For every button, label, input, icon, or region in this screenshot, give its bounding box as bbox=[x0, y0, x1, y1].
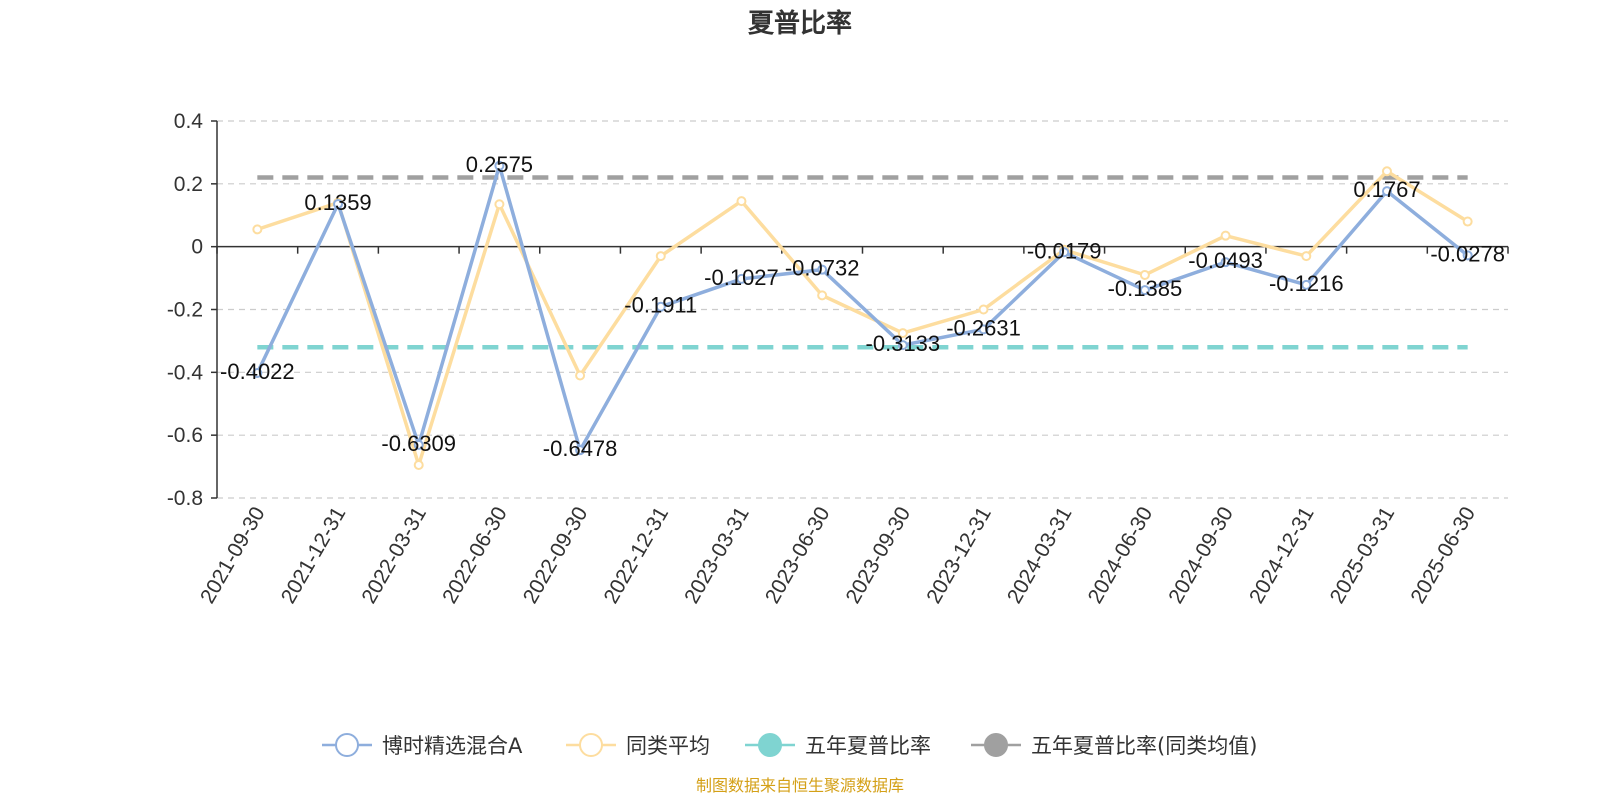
series-point-0[interactable] bbox=[1301, 279, 1312, 290]
x-tick-label: 2022-12-31 bbox=[599, 503, 673, 608]
series-point-1[interactable] bbox=[655, 251, 666, 262]
series-point-0[interactable] bbox=[817, 264, 828, 275]
data-label: 0.1767 bbox=[1353, 177, 1420, 202]
x-tick-label: 2022-03-31 bbox=[357, 503, 431, 608]
data-label: -0.0493 bbox=[1188, 248, 1263, 273]
series-line-1 bbox=[256, 169, 1469, 467]
legend-label: 博时精选混合A bbox=[382, 734, 523, 758]
series-point-0[interactable] bbox=[333, 198, 344, 209]
hollow-circle-icon bbox=[579, 733, 603, 757]
series-point-1[interactable] bbox=[736, 196, 747, 207]
legend-item-2[interactable]: 五年夏普比率 bbox=[745, 733, 931, 758]
series-point-1[interactable] bbox=[1139, 269, 1150, 280]
y-axis-ticks: 0.4 0.2 0 -0.2 -0.4 -0.6 -0.8 bbox=[167, 110, 204, 510]
x-tick-label: 2021-12-31 bbox=[277, 503, 351, 608]
source-note: 制图数据来自恒生聚源数据库 bbox=[696, 776, 904, 795]
series-point-1[interactable] bbox=[413, 460, 424, 471]
data-label: -0.0179 bbox=[1027, 238, 1102, 263]
series-line-0 bbox=[255, 164, 1469, 452]
x-tick-label: 2025-03-31 bbox=[1326, 503, 1400, 608]
x-tick-label: 2021-09-30 bbox=[196, 503, 270, 608]
data-labels: -0.4022 0.1359 -0.6309 0.2575 -0.6478 -0.1911… bbox=[220, 152, 1505, 461]
legend-item-1[interactable]: 同类平均 bbox=[566, 733, 710, 758]
x-tick-label: 2025-06-30 bbox=[1406, 503, 1480, 608]
series-point-1[interactable] bbox=[252, 224, 263, 235]
data-label: -0.1027 bbox=[704, 265, 779, 290]
y-tick-label: -0.2 bbox=[167, 299, 203, 322]
legend-label: 五年夏普比率 bbox=[805, 734, 931, 758]
series-point-0[interactable] bbox=[655, 301, 666, 312]
x-tick-label: 2023-03-31 bbox=[680, 503, 754, 608]
legend-item-3[interactable]: 五年夏普比率(同类均值) bbox=[971, 733, 1257, 758]
data-label: 0.2575 bbox=[466, 152, 533, 177]
axes bbox=[211, 120, 1509, 499]
data-label: -0.4022 bbox=[220, 359, 295, 384]
data-label: -0.1385 bbox=[1108, 276, 1183, 301]
x-tick-label: 2024-06-30 bbox=[1084, 503, 1158, 608]
x-tick-label: 2022-09-30 bbox=[519, 503, 593, 608]
series-point-0[interactable] bbox=[1462, 250, 1473, 261]
chart-title: 夏普比率 bbox=[748, 8, 852, 39]
data-label: -0.6478 bbox=[543, 436, 618, 461]
series-point-0[interactable] bbox=[413, 439, 424, 450]
x-tick-label: 2022-06-30 bbox=[438, 503, 512, 608]
y-tick-label: -0.6 bbox=[167, 424, 203, 447]
series-point-0[interactable] bbox=[897, 340, 908, 351]
x-tick-label: 2023-12-31 bbox=[922, 503, 996, 608]
series-point-1[interactable] bbox=[575, 370, 586, 381]
y-tick-label: 0.4 bbox=[174, 110, 204, 133]
series-point-0[interactable] bbox=[978, 324, 989, 335]
x-tick-label: 2023-09-30 bbox=[842, 503, 916, 608]
series-point-0[interactable] bbox=[1139, 285, 1150, 296]
data-label: 0.1359 bbox=[304, 190, 371, 215]
data-label: -0.0278 bbox=[1430, 241, 1505, 266]
series-point-0[interactable] bbox=[252, 368, 263, 379]
y-tick-label: -0.4 bbox=[167, 361, 204, 384]
series-point-1[interactable] bbox=[1220, 230, 1231, 241]
series-point-1[interactable] bbox=[978, 304, 989, 315]
series-point-0[interactable] bbox=[1381, 186, 1392, 197]
x-tick-label: 2024-03-31 bbox=[1003, 503, 1077, 608]
hollow-circle-icon bbox=[335, 733, 359, 757]
series-layer bbox=[252, 160, 1473, 471]
x-axis-ticks: 2021-09-30 2021-12-31 2022-03-31 2022-06-30… bbox=[196, 503, 1480, 608]
data-label: -0.2631 bbox=[946, 315, 1021, 340]
data-label: -0.6309 bbox=[381, 431, 456, 456]
y-tick-label: -0.8 bbox=[167, 487, 203, 510]
data-label: -0.1216 bbox=[1269, 271, 1344, 296]
series-point-1[interactable] bbox=[817, 290, 828, 301]
legend-label: 同类平均 bbox=[626, 734, 710, 758]
data-label: -0.1911 bbox=[624, 293, 697, 318]
legend[interactable]: 博时精选混合A 同类平均 五年夏普比率 五年夏普比率(同类均值) bbox=[322, 733, 1257, 758]
series-point-0[interactable] bbox=[494, 160, 505, 171]
legend-label: 五年夏普比率(同类均值) bbox=[1031, 734, 1257, 758]
series-point-0[interactable] bbox=[736, 273, 747, 284]
legend-item-0[interactable]: 博时精选混合A bbox=[322, 733, 523, 758]
y-tick-label: 0 bbox=[191, 236, 203, 259]
filled-circle-icon bbox=[984, 733, 1008, 757]
filled-circle-icon bbox=[758, 733, 782, 757]
series-point-1[interactable] bbox=[1381, 166, 1392, 177]
series-point-1[interactable] bbox=[494, 199, 505, 210]
data-label: -0.0732 bbox=[785, 256, 860, 281]
x-tick-label: 2024-12-31 bbox=[1245, 503, 1319, 608]
series-point-1[interactable] bbox=[897, 328, 908, 339]
x-tick-label: 2024-09-30 bbox=[1164, 503, 1238, 608]
data-label: -0.3133 bbox=[866, 331, 941, 356]
series-point-1[interactable] bbox=[1301, 251, 1312, 262]
series-point-0[interactable] bbox=[1220, 257, 1231, 268]
series-point-0[interactable] bbox=[575, 445, 586, 456]
series-point-1[interactable] bbox=[1462, 216, 1473, 227]
series-point-0[interactable] bbox=[1059, 247, 1070, 258]
y-tick-label: 0.2 bbox=[174, 173, 203, 196]
x-tick-label: 2023-06-30 bbox=[761, 503, 835, 608]
